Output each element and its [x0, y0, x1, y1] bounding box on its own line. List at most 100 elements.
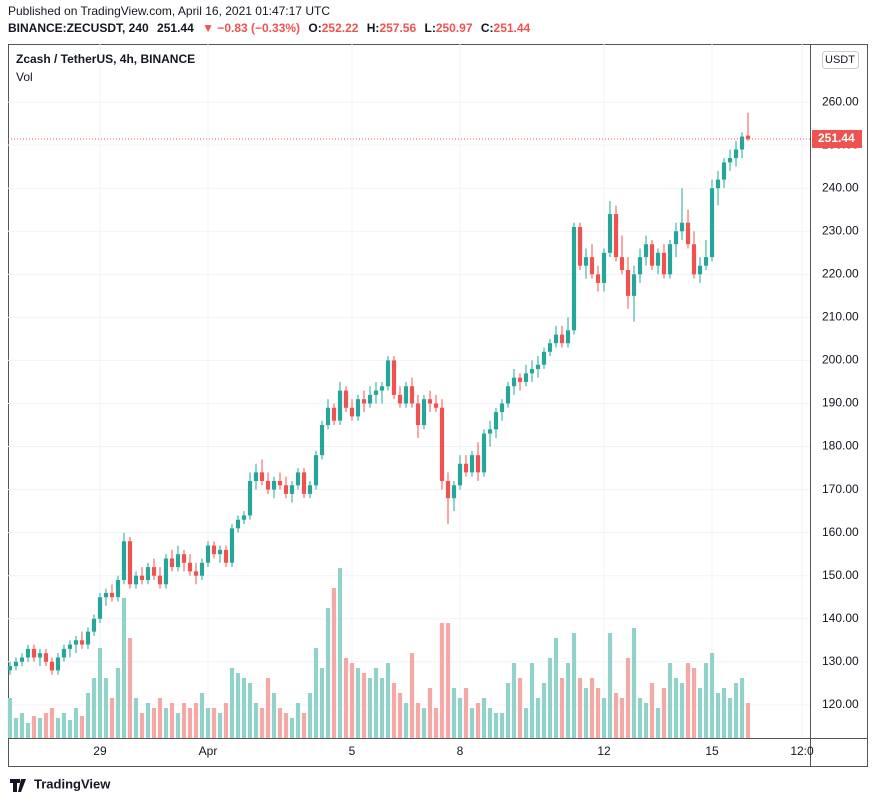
candle-body — [667, 244, 673, 275]
volume-bar — [265, 678, 271, 738]
y-tick-label: 160.00 — [822, 525, 859, 539]
candle-body — [115, 579, 121, 598]
candle-body — [289, 485, 295, 494]
change: ▼ −0.83 (−0.33%) — [202, 21, 300, 35]
o-value: 252.22 — [322, 21, 359, 35]
volume-bar — [7, 698, 13, 738]
candle-body — [325, 407, 331, 426]
volume-bar — [319, 668, 325, 738]
candle-body — [7, 666, 13, 671]
candle-body — [433, 403, 439, 408]
volume-bar — [25, 723, 31, 738]
volume-bar — [67, 720, 73, 738]
volume-bar — [565, 663, 571, 738]
y-tick-label: 180.00 — [822, 439, 859, 453]
candle-body — [595, 274, 601, 283]
candle-body — [169, 558, 175, 568]
volume-bar — [415, 703, 421, 738]
volume-bar — [37, 718, 43, 738]
volume-bar — [55, 718, 61, 738]
candle-body — [247, 480, 253, 516]
volume-bar — [643, 703, 649, 738]
volume-bar — [337, 568, 343, 738]
volume-bar — [115, 668, 121, 738]
c-value: 251.44 — [494, 21, 531, 35]
volume-bar — [619, 698, 625, 738]
volume-bar — [703, 663, 709, 738]
volume-bar — [223, 703, 229, 738]
volume-bar — [667, 663, 673, 738]
candle-body — [655, 252, 661, 266]
y-tick-label: 130.00 — [822, 654, 859, 668]
candle-body — [697, 265, 703, 275]
candle-body — [547, 343, 553, 352]
candle-body — [385, 360, 391, 387]
candle-body — [535, 364, 541, 370]
volume-bar — [511, 663, 517, 738]
candle-body — [31, 648, 37, 658]
candle-body — [505, 386, 511, 404]
volume-bar — [445, 623, 451, 738]
volume-bar — [451, 688, 457, 738]
volume-bar — [361, 673, 367, 738]
volume-bar — [127, 638, 133, 738]
currency-button[interactable] — [822, 51, 859, 69]
volume-bar — [517, 678, 523, 738]
frame — [8, 44, 868, 767]
volume-bar — [229, 668, 235, 738]
volume-bar — [523, 708, 529, 738]
volume-bar — [439, 623, 445, 738]
candle-body — [295, 472, 301, 486]
candle-body — [97, 597, 103, 619]
volume-bar — [403, 703, 409, 738]
volume-bar — [109, 698, 115, 738]
candle-body — [565, 330, 571, 344]
volume-bar — [469, 708, 475, 738]
volume-bar — [85, 693, 91, 738]
candle-body — [721, 162, 727, 180]
volume-bar — [91, 678, 97, 738]
candle-body — [43, 653, 49, 662]
candle-body — [607, 214, 613, 253]
currency[interactable]: USDT — [825, 54, 855, 66]
volume-bar — [601, 698, 607, 738]
volume-bar — [241, 678, 247, 738]
candle-body — [349, 407, 355, 417]
volume-bar — [547, 658, 553, 738]
candle-body — [379, 386, 385, 391]
chart-title: Zcash / TetherUS, 4h, BINANCE — [16, 52, 195, 66]
x-tick-label: 12 — [597, 744, 611, 758]
candle-body — [397, 394, 403, 404]
candle-body — [481, 433, 487, 473]
candle-body — [205, 545, 211, 563]
candle-body — [637, 257, 643, 275]
volume-bar — [103, 678, 109, 738]
candle-body — [709, 188, 715, 258]
volume-bar — [577, 678, 583, 738]
volume-bar — [421, 708, 427, 738]
candle-body — [613, 214, 619, 258]
volume-bar — [139, 713, 145, 738]
candle-body — [511, 377, 517, 387]
candle-body — [229, 528, 235, 563]
candle-body — [259, 472, 265, 481]
x-tick-label: 8 — [457, 744, 464, 758]
volume-bar — [679, 683, 685, 738]
volume-bar — [739, 678, 745, 738]
candle-body — [253, 472, 259, 481]
volume-bar — [589, 678, 595, 738]
candle-body — [631, 274, 637, 296]
volume-bar — [493, 713, 499, 738]
volume-bar — [211, 708, 217, 738]
volume-bar — [499, 713, 505, 738]
candle-body — [49, 661, 55, 671]
volume-bar — [19, 713, 25, 738]
candle-body — [733, 149, 739, 159]
c-label: C: — [481, 21, 494, 35]
candle-body — [445, 480, 451, 499]
volume-bar — [61, 713, 67, 738]
candle-body — [679, 222, 685, 232]
symbol: BINANCE:ZECUSDT, 240 — [8, 21, 149, 35]
candle-body — [139, 575, 145, 580]
volume-bar — [475, 703, 481, 738]
